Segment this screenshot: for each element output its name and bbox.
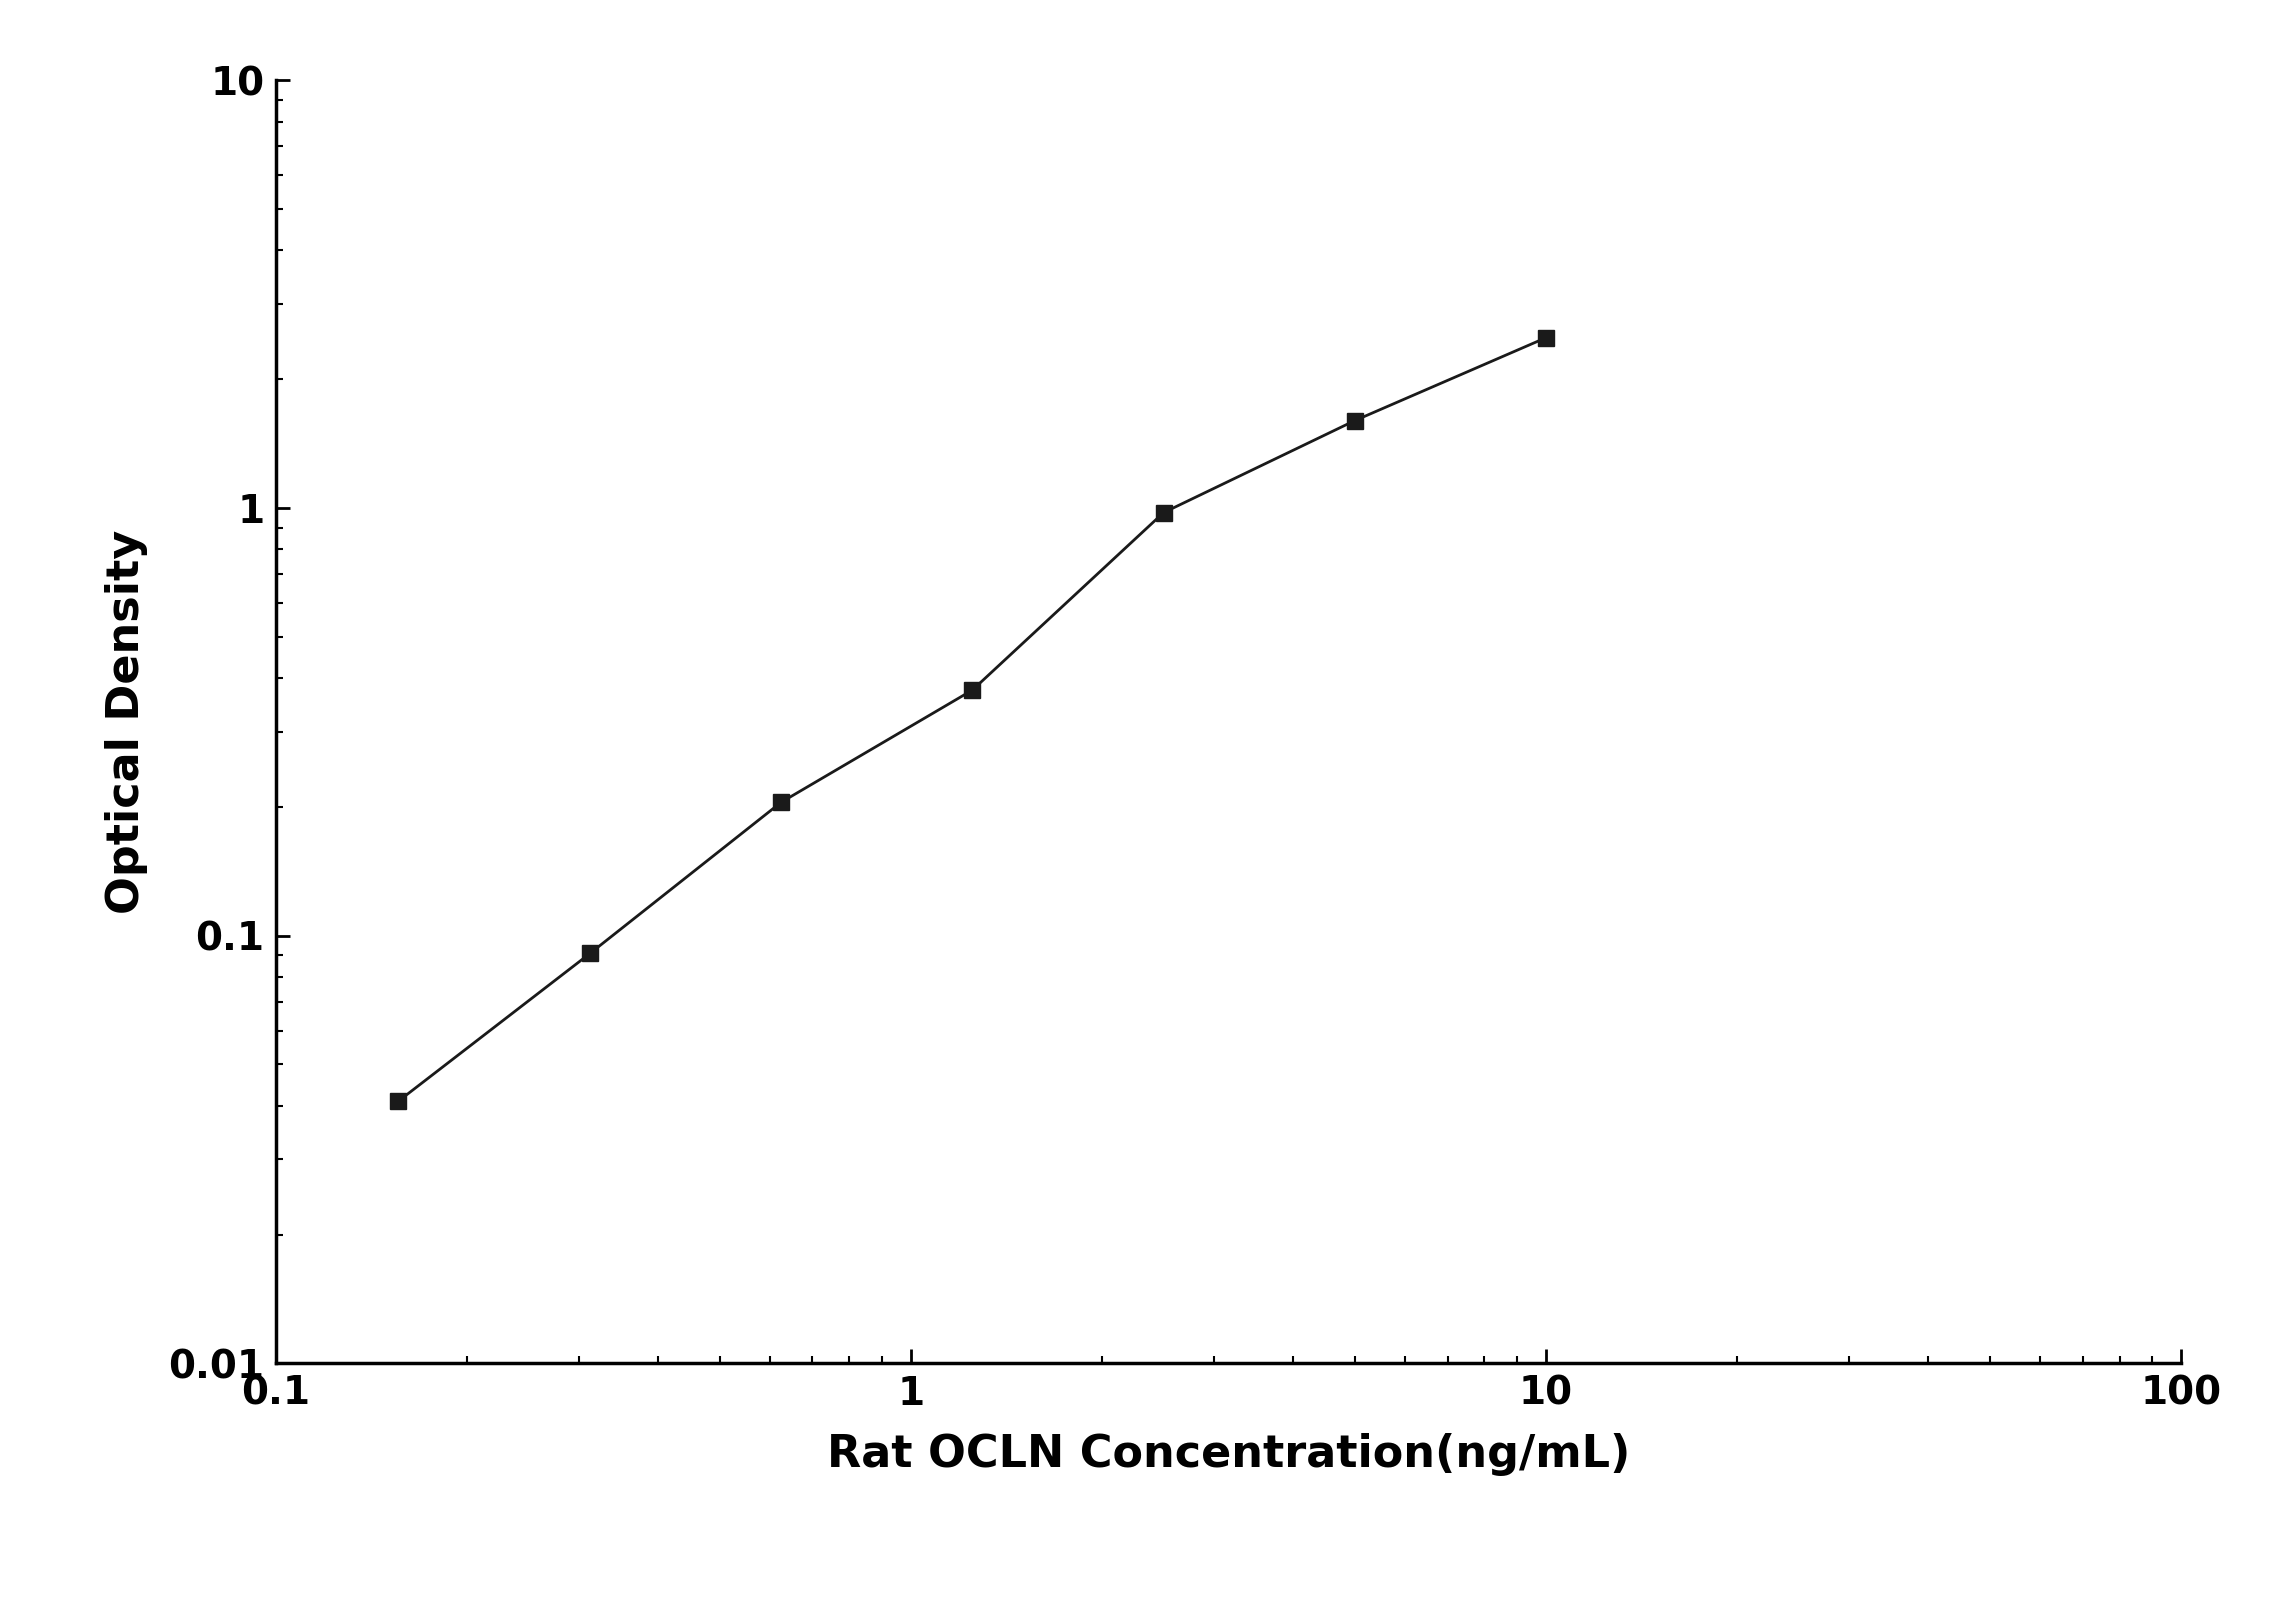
Y-axis label: Optical Density: Optical Density — [106, 529, 147, 914]
X-axis label: Rat OCLN Concentration(ng/mL): Rat OCLN Concentration(ng/mL) — [827, 1434, 1630, 1476]
